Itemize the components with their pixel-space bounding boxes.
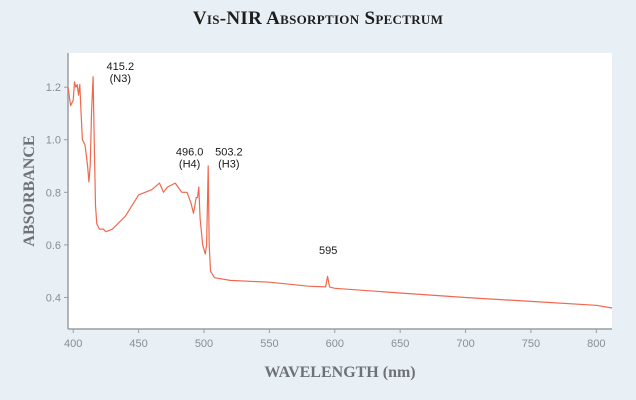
x-axis-label: WAVELENGTH (nm) [264, 364, 415, 381]
peak-annotation-line: (H3) [218, 159, 239, 171]
absorbance-series-line [67, 76, 613, 309]
peak-annotation: 595 [319, 245, 337, 257]
peak-annotation-line: (H4) [179, 159, 200, 171]
y-tick-label: 0.6 [46, 240, 61, 252]
y-tick-label: 0.8 [46, 187, 61, 199]
peak-annotation: 496.0 (H4) [176, 147, 204, 171]
peak-annotation-line: (N3) [110, 73, 131, 85]
x-tick-label: 500 [195, 338, 213, 350]
peak-annotation-line: 496.0 [176, 147, 204, 159]
x-tick-label: 650 [391, 338, 409, 350]
peak-annotation-line: 503.2 [215, 147, 243, 159]
x-tick-label: 550 [260, 338, 278, 350]
y-tick-label: 1.0 [46, 135, 61, 147]
peak-annotation: 415.2 (N3) [107, 61, 135, 85]
y-axis-label: ABSORBANCE [21, 135, 38, 246]
y-tick-label: 0.4 [46, 292, 61, 304]
x-tick-label: 600 [326, 338, 344, 350]
x-tick-label: 400 [64, 338, 82, 350]
peak-annotation-line: 415.2 [107, 61, 135, 73]
chart-title: Vis-NIR Absorption Spectrum [192, 8, 444, 29]
x-tick-label: 750 [522, 338, 540, 350]
y-tick-label: 1.2 [46, 82, 61, 94]
peak-annotation-line: 595 [319, 245, 337, 257]
x-tick-label: 450 [129, 338, 147, 350]
plot-area [68, 53, 612, 329]
peak-annotation: 503.2 (H3) [215, 147, 243, 171]
x-tick-label: 700 [456, 338, 474, 350]
x-tick-label: 800 [587, 338, 605, 350]
